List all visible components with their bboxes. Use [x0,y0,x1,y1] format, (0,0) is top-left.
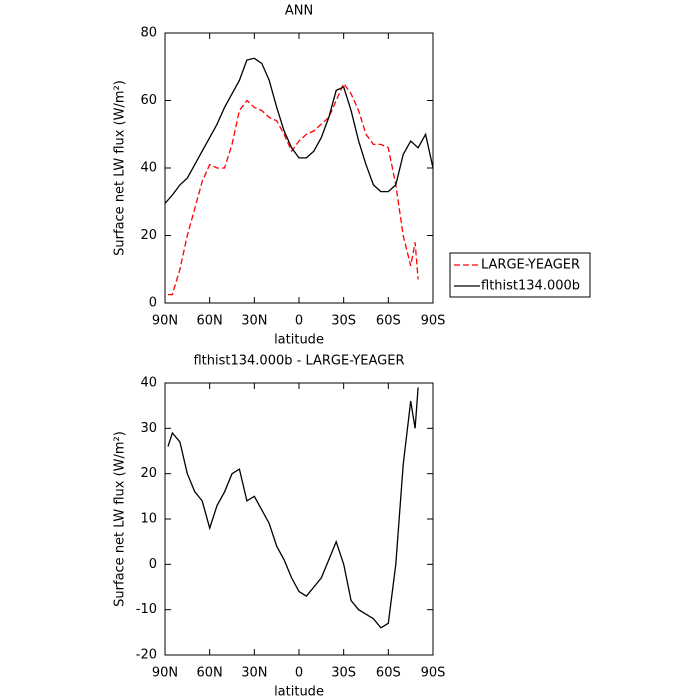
y-tick-label: 40 [140,376,157,391]
y-tick-label: 80 [140,26,157,41]
x-tick-label: 90S [421,314,446,329]
y-tick-label: 0 [149,557,157,572]
x-axis-label: latitude [274,685,324,700]
x-tick-label: 60N [197,314,223,329]
plot-frame [164,382,434,656]
x-tick-label: 30S [331,314,356,329]
y-axis-label: Surface net LW flux (W/m²) [113,80,128,256]
y-tick-label: 10 [140,512,157,527]
x-tick-label: 90S [421,666,446,681]
chart-title: flthist134.000b - LARGE-YEAGER [193,354,404,369]
y-tick-label: 30 [140,421,157,436]
x-tick-label: 90N [152,314,178,329]
x-tick-label: 60S [376,666,401,681]
x-tick-label: 90N [152,666,178,681]
data-line [167,387,419,629]
x-tick-label: 60S [376,314,401,329]
y-tick-label: -10 [136,602,157,617]
x-tick-label: 0 [295,314,303,329]
y-tick-label: 60 [140,93,157,108]
legend-label: LARGE-YEAGER [481,258,580,273]
legend-label: flthist134.000b [481,279,580,294]
x-tick-label: 0 [295,666,303,681]
y-tick-label: 20 [140,228,157,243]
x-tick-label: 30N [241,666,267,681]
y-tick-label: 40 [140,161,157,176]
x-tick-label: 30N [241,314,267,329]
data-line [164,57,434,204]
y-tick-label: -20 [136,648,157,663]
legend-box [449,252,591,298]
x-tick-label: 60N [197,666,223,681]
data-line [168,82,419,296]
chart-title: ANN [285,4,313,19]
y-axis-label: Surface net LW flux (W/m²) [113,431,128,607]
x-tick-label: 30S [331,666,356,681]
x-axis-label: latitude [274,333,324,348]
y-tick-label: 20 [140,466,157,481]
y-tick-label: 0 [149,296,157,311]
